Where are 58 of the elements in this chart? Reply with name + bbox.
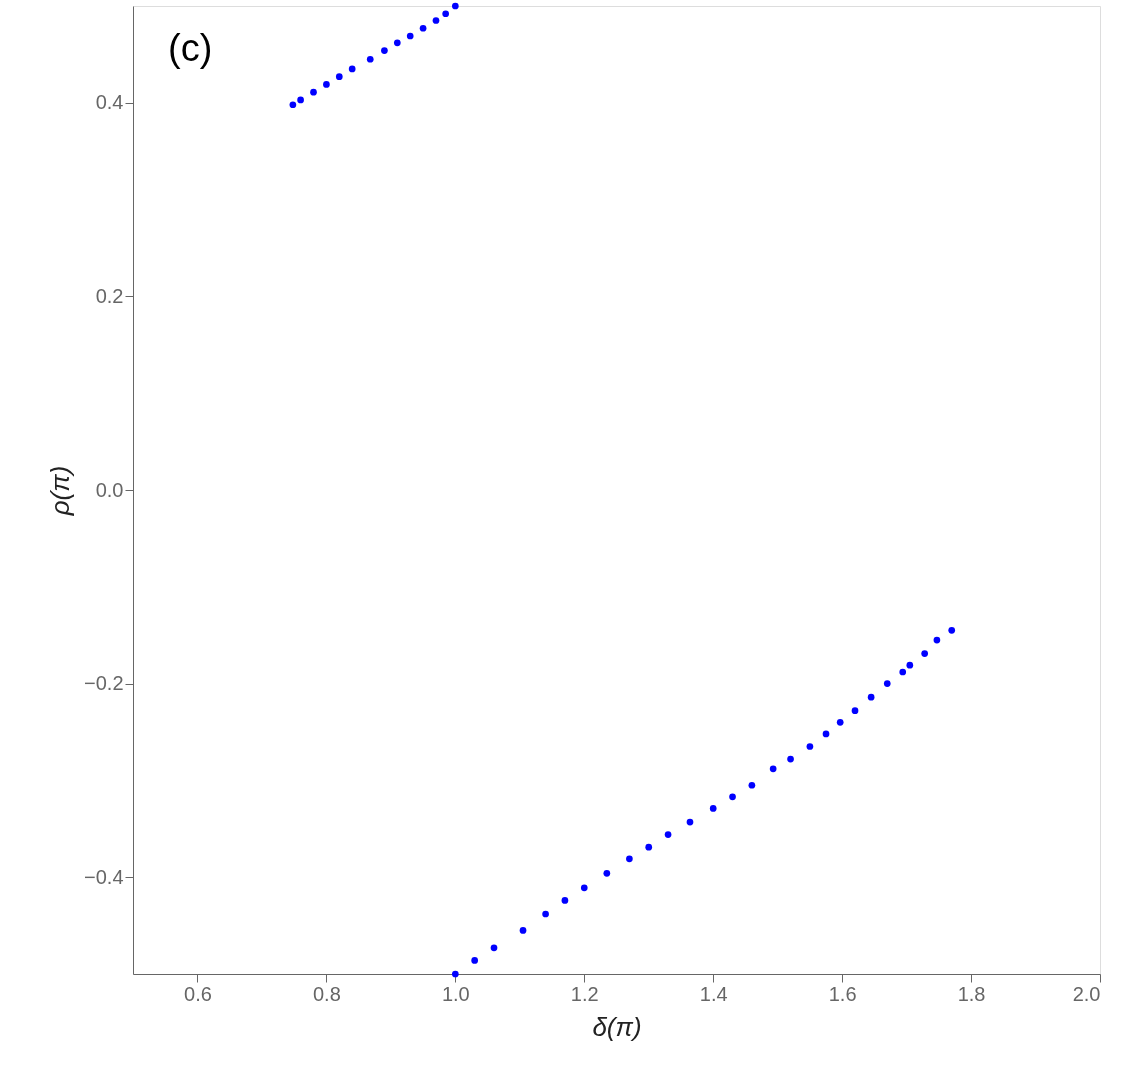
point [603, 869, 611, 877]
x-axis-title: δ(π) [592, 1011, 642, 1042]
point [787, 755, 794, 763]
point [406, 32, 414, 40]
point [626, 855, 633, 863]
point [561, 897, 569, 904]
y-tick-label: 0.4 [95, 91, 124, 114]
x-tick-label: 1.0 [441, 982, 470, 1005]
point [432, 17, 440, 24]
point [867, 693, 875, 701]
point [921, 650, 928, 657]
point [883, 680, 891, 687]
point [836, 718, 844, 726]
point [645, 843, 653, 851]
point [519, 927, 527, 934]
point [664, 831, 672, 838]
x-tick-label: 0.8 [312, 982, 341, 1005]
point [419, 24, 427, 32]
point [806, 743, 814, 750]
y-tick-label: 0.0 [95, 478, 124, 501]
point [542, 910, 549, 918]
y-axis-title: ρ(π) [45, 465, 76, 517]
x-tick-label: 0.6 [184, 982, 212, 1005]
x-tick-label: 2.0 [1072, 982, 1101, 1005]
x-tick-label: 1.6 [828, 982, 857, 1005]
point [310, 88, 317, 96]
y-tick-label: −0.2 [84, 672, 124, 695]
point [906, 661, 914, 669]
point [580, 884, 588, 892]
point [393, 39, 401, 47]
point [451, 970, 459, 978]
point [348, 65, 356, 73]
y-tick-label: 0.2 [95, 284, 124, 307]
point [933, 636, 941, 644]
point [851, 707, 859, 715]
point [323, 81, 330, 88]
point [289, 101, 297, 109]
point [471, 957, 479, 964]
point [948, 627, 956, 634]
point [442, 10, 450, 18]
point [686, 818, 694, 826]
point [729, 793, 736, 801]
point [381, 47, 388, 54]
x-tick-label: 1.8 [957, 982, 986, 1005]
point [451, 2, 459, 10]
x-tick-label: 1.2 [570, 982, 599, 1005]
point [748, 781, 756, 789]
annotation: (c) [168, 27, 213, 69]
point [769, 765, 777, 773]
point [297, 96, 304, 104]
point [366, 55, 374, 63]
x-tick-label: 1.4 [699, 982, 728, 1005]
point [490, 944, 498, 952]
y-tick-label: −0.4 [84, 865, 124, 888]
point [335, 73, 343, 81]
point [822, 730, 830, 738]
point [899, 668, 907, 676]
point [709, 805, 717, 812]
